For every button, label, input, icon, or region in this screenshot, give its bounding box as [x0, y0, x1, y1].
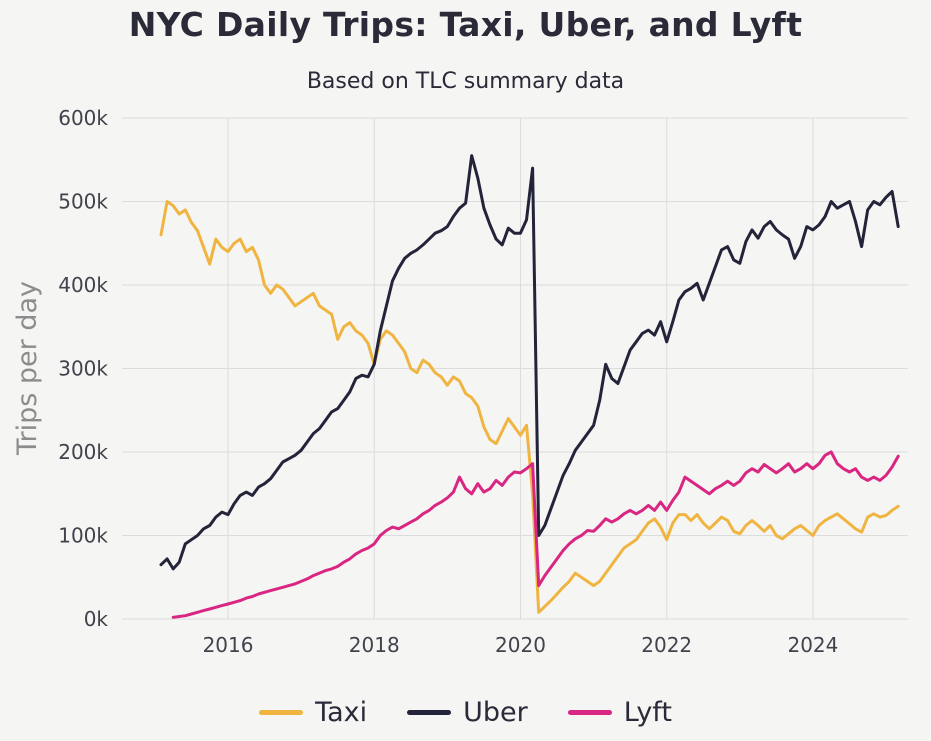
x-tick-label: 2018 [349, 633, 400, 657]
legend-label-taxi: Taxi [315, 697, 368, 728]
chart-subtitle: Based on TLC summary data [306, 69, 625, 94]
x-tick-label: 2024 [787, 633, 838, 657]
y-tick-label: 400k [58, 273, 108, 297]
legend-item-uber: Uber [407, 697, 528, 728]
series-line-uber [159, 154, 900, 571]
x-tick-label: 2022 [641, 633, 692, 657]
legend-item-taxi: Taxi [259, 697, 367, 728]
y-tick-label: 600k [58, 106, 108, 130]
y-tick-label: 500k [58, 190, 108, 214]
y-tick-label: 0k [84, 607, 109, 631]
chart-canvas: 0k 100k 200k 300k 400k 500k 600k 2016 2018 2020 20… [58, 106, 908, 657]
y-tick-label: 200k [58, 440, 108, 464]
y-tick-label: 100k [58, 524, 108, 548]
x-tick-label: 2020 [495, 633, 546, 657]
legend-item-lyft: Lyft [567, 697, 672, 728]
chart-title: NYC Daily Trips: Taxi, Uber, and Lyft [128, 5, 803, 44]
series-line-lyft [171, 450, 900, 619]
legend-line-swatch-lyft [567, 710, 612, 715]
legend-label-lyft: Lyft [623, 697, 672, 728]
y-tick-label: 300k [58, 357, 108, 381]
chart-legend: Taxi Uber Lyft [0, 697, 931, 728]
x-tick-label: 2016 [203, 633, 254, 657]
legend-line-swatch-taxi [259, 710, 304, 715]
legend-label-uber: Uber [463, 697, 528, 728]
series-line-taxi [159, 200, 900, 614]
legend-line-swatch-uber [407, 710, 452, 715]
